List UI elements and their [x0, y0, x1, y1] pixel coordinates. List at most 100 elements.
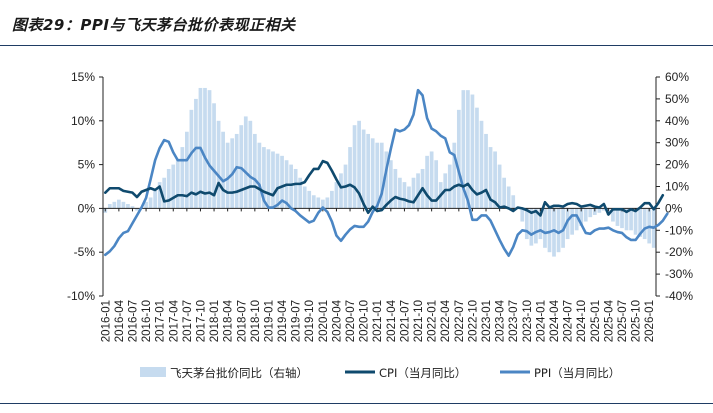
x-tick-label: 2025-10 [631, 300, 643, 342]
x-tick-label: 2017-04 [168, 299, 180, 342]
x-tick-label: 2025-04 [603, 299, 615, 342]
bar [117, 199, 121, 209]
bar [257, 142, 262, 209]
bar [638, 208, 642, 237]
legend-swatch-maotai [140, 367, 166, 377]
bar [370, 138, 375, 209]
bar [166, 168, 171, 209]
x-tick-label: 2024-04 [549, 299, 561, 342]
bar [556, 208, 561, 253]
bar [583, 208, 588, 222]
left-tick-label: 5% [78, 158, 96, 172]
bar [316, 197, 321, 209]
bar [629, 208, 633, 231]
bar [153, 190, 157, 209]
bar [121, 201, 126, 209]
bar [221, 131, 225, 209]
bar [493, 151, 497, 209]
bar [461, 90, 466, 209]
bar [293, 168, 298, 209]
x-tick-label: 2022-01 [427, 300, 439, 342]
x-tick-label: 2022-07 [454, 300, 466, 342]
bar [280, 155, 284, 209]
bar [266, 149, 271, 209]
right-tick-label: 30% [665, 136, 689, 150]
left-tick-label: 15% [71, 70, 95, 84]
bar [466, 90, 470, 209]
bar [207, 90, 212, 209]
bar [243, 116, 248, 209]
bar [248, 120, 253, 209]
bar [379, 142, 384, 209]
x-tick-label: 2018-04 [223, 299, 235, 342]
x-tick-label: 2016-01 [100, 300, 112, 342]
left-tick-label: 10% [71, 114, 95, 128]
bar [107, 204, 112, 209]
x-tick-label: 2025-01 [590, 300, 602, 342]
x-tick-label: 2022-04 [440, 299, 452, 342]
bar [506, 186, 511, 209]
title-bar: 图表29：PPI与飞天茅台批价表现正相关 [0, 0, 713, 46]
bar [275, 153, 280, 209]
bar [330, 190, 334, 209]
bar [135, 208, 139, 211]
bar [547, 208, 552, 253]
x-tick-label: 2019-10 [304, 300, 316, 342]
x-tick-label: 2018-07 [236, 300, 248, 342]
legend: 飞天茅台批价同比（右轴） CPI（当月同比） PPI（当月同比） [140, 366, 620, 380]
bar [216, 120, 221, 209]
x-tick-label: 2017-01 [155, 300, 167, 342]
bar [488, 147, 493, 209]
right-tick-label: -10% [665, 223, 693, 237]
bar [298, 177, 303, 209]
bar [212, 103, 216, 209]
bar [311, 195, 316, 209]
x-tick-label: 2020-04 [331, 299, 343, 342]
right-tick-label: -40% [665, 289, 693, 303]
bar [325, 197, 330, 209]
bar [411, 177, 416, 209]
bar [579, 208, 584, 226]
bar [520, 208, 525, 222]
bar [271, 151, 275, 209]
right-tick-label: 10% [665, 180, 689, 194]
right-tick-label: 50% [665, 92, 689, 106]
x-tick-label: 2021-07 [399, 300, 411, 342]
bar [384, 151, 389, 209]
cpi-line [103, 159, 665, 217]
left-tick-label: -5% [74, 245, 96, 259]
x-tick-label: 2021-10 [413, 300, 425, 342]
bar [375, 142, 380, 209]
bar [429, 151, 434, 209]
x-tick-label: 2017-07 [182, 300, 194, 342]
x-tick-label: 2021-04 [386, 299, 398, 342]
bar [484, 133, 488, 209]
x-tick-label: 2022-10 [467, 300, 479, 342]
bottom-rule [0, 403, 713, 404]
bar [361, 129, 366, 209]
ppi-line [103, 88, 669, 257]
bar [574, 208, 579, 231]
bar [615, 208, 620, 226]
bar [620, 208, 624, 229]
right-tick-label: -30% [665, 267, 693, 281]
x-tick-label: 2019-04 [277, 299, 289, 342]
bar [148, 197, 153, 209]
bar [234, 133, 239, 209]
bar [357, 120, 361, 209]
bar [334, 182, 339, 209]
bar [194, 98, 198, 209]
x-tick-label: 2020-01 [318, 300, 330, 342]
x-tick-label: 2026-01 [644, 300, 656, 342]
x-tick-label: 2023-01 [481, 300, 493, 342]
line-series [103, 88, 669, 257]
bar [475, 107, 479, 209]
bar [398, 177, 402, 209]
x-tick-label: 2025-07 [617, 300, 629, 342]
x-tick-label: 2018-01 [209, 300, 221, 342]
bar [189, 109, 194, 209]
x-tick-label: 2018-10 [250, 300, 262, 342]
bar [447, 164, 452, 209]
right-tick-label: 40% [665, 114, 689, 128]
axes: 15% 10% 5% 0% -5% -10% 60% 50% 40% 30% 20% 10% 0% -10… [67, 70, 693, 342]
